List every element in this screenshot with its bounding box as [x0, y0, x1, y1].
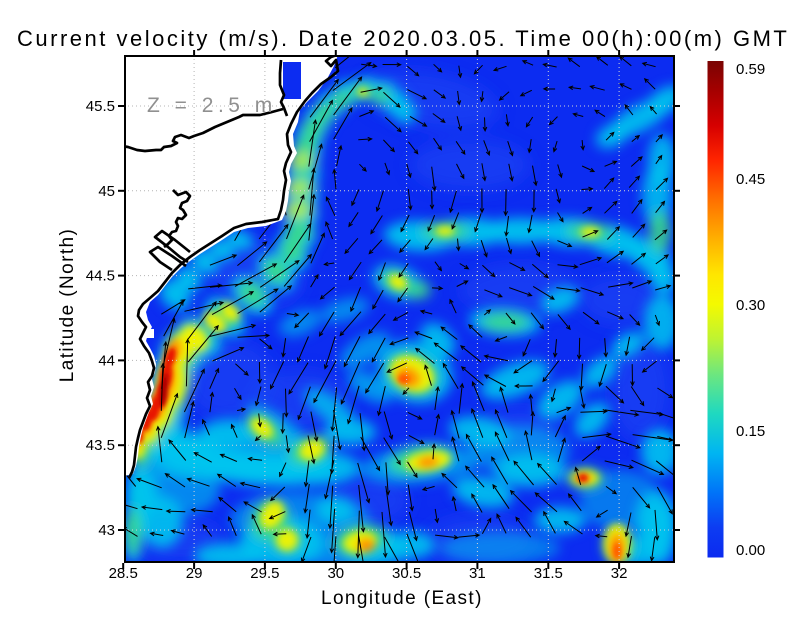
svg-text:Current velocity (m/s). Date 2: Current velocity (m/s). Date 2020.03.05.…: [17, 26, 789, 51]
svg-text:Longitude (East): Longitude (East): [321, 588, 483, 609]
svg-text:Latitude (North): Latitude (North): [57, 228, 78, 382]
svg-text:43.5: 43.5: [86, 437, 115, 454]
svg-text:44.5: 44.5: [86, 268, 115, 285]
svg-text:44: 44: [98, 352, 115, 369]
svg-text:28.5: 28.5: [109, 565, 138, 582]
svg-text:30: 30: [327, 565, 344, 582]
svg-text:0.15: 0.15: [736, 423, 765, 440]
svg-text:29: 29: [186, 565, 203, 582]
svg-text:Z = 2.5 m: Z = 2.5 m: [147, 94, 277, 117]
svg-text:29.5: 29.5: [250, 565, 279, 582]
svg-text:45: 45: [98, 183, 115, 200]
svg-text:32: 32: [611, 565, 628, 582]
svg-text:31: 31: [469, 565, 486, 582]
svg-text:0.45: 0.45: [736, 171, 765, 188]
svg-text:30.5: 30.5: [392, 565, 421, 582]
svg-text:0.00: 0.00: [736, 542, 765, 559]
svg-text:45.5: 45.5: [86, 98, 115, 115]
svg-text:31.5: 31.5: [534, 565, 563, 582]
svg-text:0.30: 0.30: [736, 297, 765, 314]
svg-text:43: 43: [98, 522, 115, 539]
svg-text:0.59: 0.59: [736, 61, 765, 78]
